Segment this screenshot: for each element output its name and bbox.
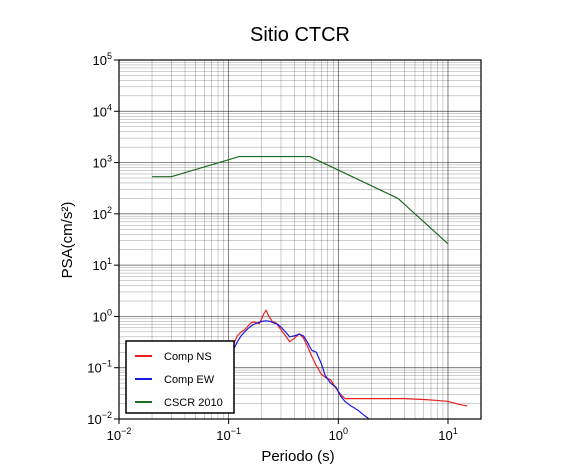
tick-label-exponent: −2 (121, 426, 131, 436)
series-line-comp-ew (228, 320, 370, 420)
tick-label-exponent: 4 (107, 102, 112, 112)
y-tick-label: 101 (93, 256, 112, 273)
grid (118, 59, 482, 420)
series-line-comp-ns (228, 309, 468, 407)
y-tick-label: 105 (93, 51, 112, 68)
x-tick-label: 100 (329, 426, 348, 443)
tick-label-exponent: −2 (102, 410, 112, 420)
x-axis-label: Periodo (s) (261, 448, 334, 465)
y-tick-label: 10−2 (87, 410, 112, 427)
tick-label-base: 10 (93, 104, 107, 119)
tick-label-base: 10 (93, 156, 107, 171)
tick-label-base: 10 (93, 53, 107, 68)
legend-label: Comp EW (164, 374, 215, 386)
tick-label-exponent: −1 (231, 426, 241, 436)
tick-label-exponent: 5 (107, 51, 112, 61)
plot-series (152, 155, 468, 420)
y-tick-label: 10−1 (87, 359, 112, 376)
legend-label: Comp NS (164, 351, 212, 363)
tick-label-exponent: 0 (107, 307, 112, 317)
tick-label-exponent: 2 (107, 205, 112, 215)
y-tick-label: 102 (93, 205, 112, 222)
tick-label-base: 10 (216, 428, 230, 443)
legend: Comp NS Comp EW CSCR 2010 (125, 340, 235, 414)
y-tick-label: 104 (93, 102, 112, 119)
series-line-cscr-2010 (152, 155, 449, 245)
x-tick-label: 10−2 (107, 426, 132, 443)
x-tick-label: 10−1 (216, 426, 241, 443)
tick-label-base: 10 (93, 309, 107, 324)
tick-label-exponent: 3 (107, 154, 112, 164)
tick-label-base: 10 (87, 412, 101, 427)
tick-label-exponent: 1 (107, 256, 112, 266)
tick-label-exponent: 0 (343, 426, 348, 436)
tick-label-base: 10 (93, 258, 107, 273)
chart-title: Sitio CTCR (250, 24, 350, 46)
tick-label-base: 10 (107, 428, 121, 443)
tick-label-exponent: −1 (102, 359, 112, 369)
y-tick-label: 103 (93, 154, 112, 171)
plot-frame (118, 59, 482, 420)
tick-label-exponent: 1 (453, 426, 458, 436)
x-tick-label: 101 (438, 426, 457, 443)
y-axis-label: PSA(cm/s²) (59, 202, 76, 279)
legend-label: CSCR 2010 (164, 397, 223, 409)
tick-label-base: 10 (87, 361, 101, 376)
tick-label-base: 10 (93, 207, 107, 222)
tick-label-base: 10 (438, 428, 452, 443)
y-tick-label: 100 (93, 307, 112, 324)
tick-label-base: 10 (329, 428, 343, 443)
